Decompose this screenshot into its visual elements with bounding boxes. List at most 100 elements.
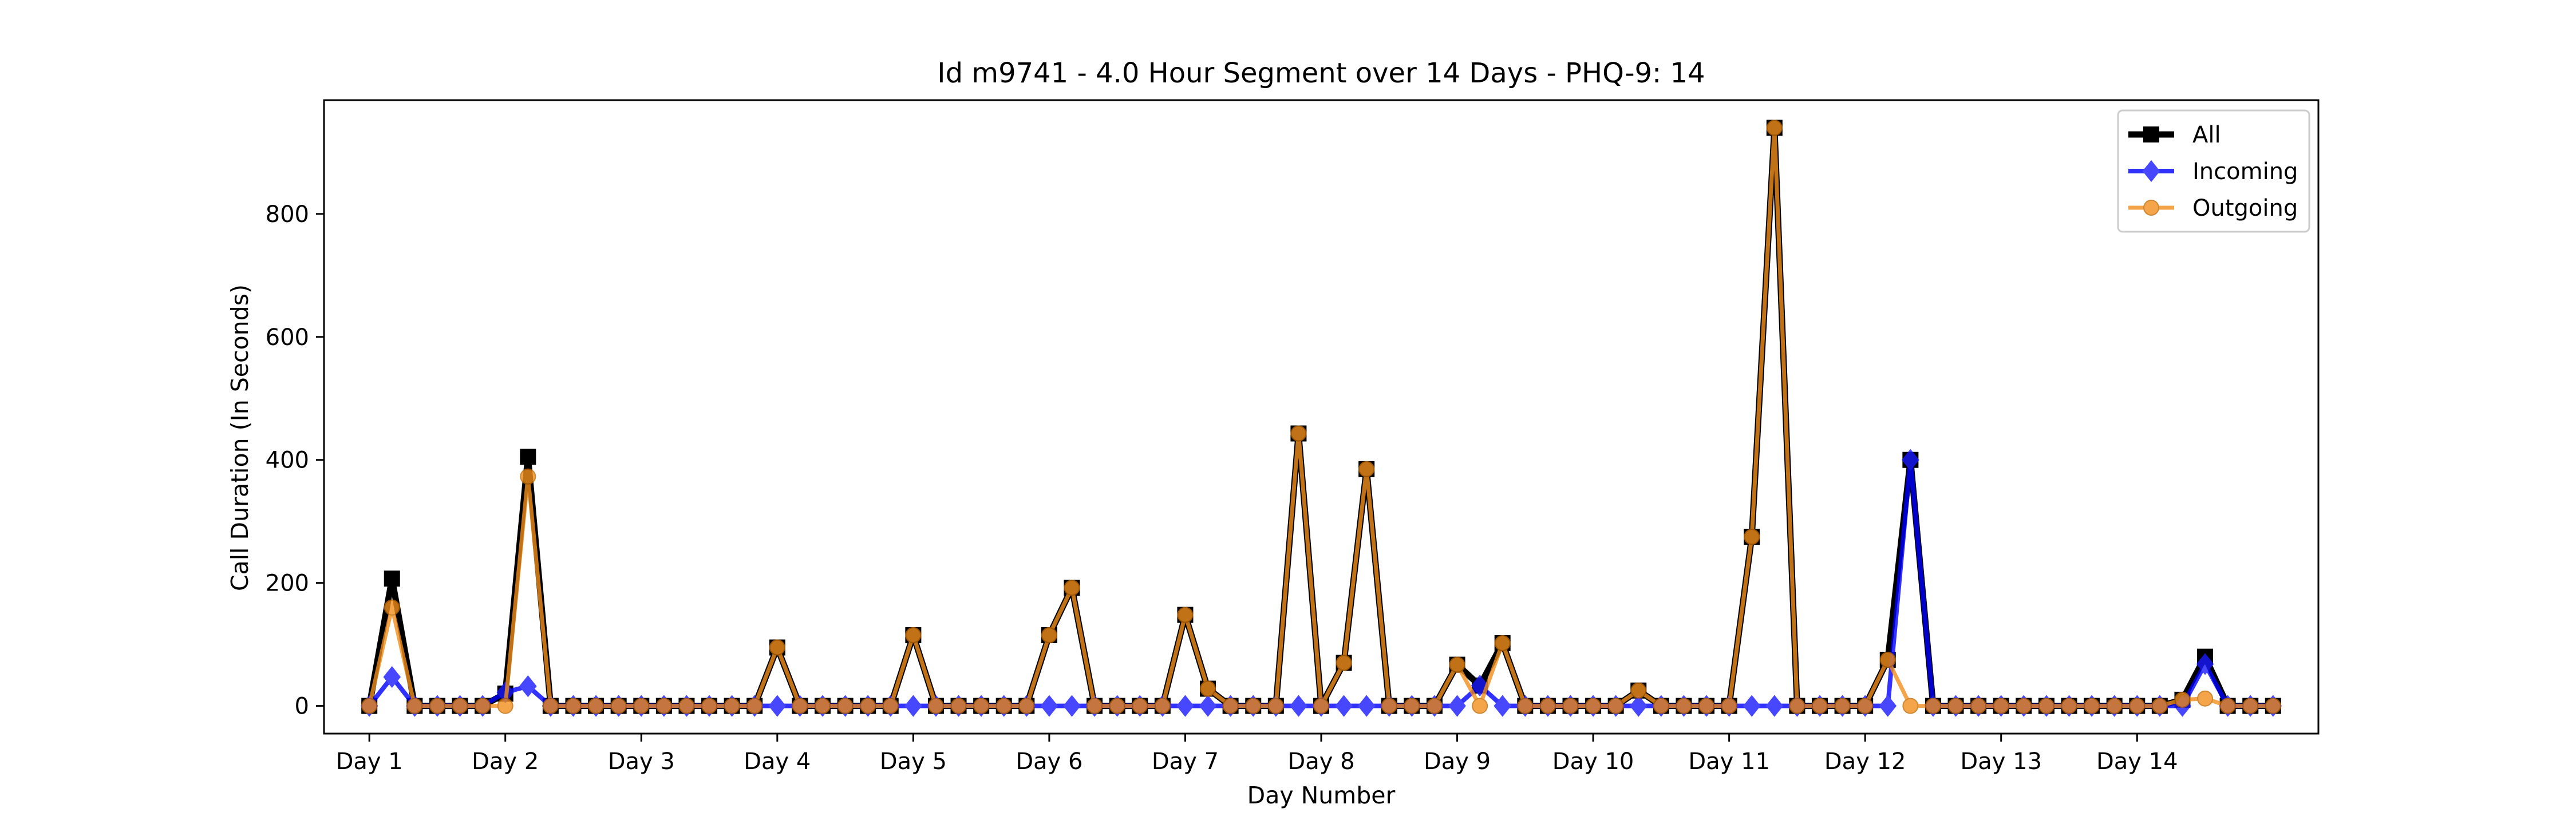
data-point-outgoing: [701, 698, 718, 714]
x-tick-label: Day 7: [1152, 748, 1219, 775]
data-point-outgoing: [1313, 698, 1329, 714]
data-point-outgoing: [1086, 698, 1103, 714]
data-point-outgoing: [1812, 698, 1828, 714]
data-point-outgoing: [1177, 607, 1194, 623]
legend[interactable]: All Incoming Outgoing: [2117, 109, 2310, 233]
data-point-outgoing: [860, 698, 876, 714]
data-point-outgoing: [1562, 698, 1579, 714]
data-point-outgoing: [633, 698, 650, 714]
data-point-incoming: [1448, 695, 1466, 717]
data-point-incoming: [1629, 695, 1647, 717]
data-point-outgoing: [1290, 425, 1307, 442]
data-point-outgoing: [1494, 635, 1511, 652]
data-point-outgoing: [927, 698, 944, 714]
data-point-outgoing: [1200, 680, 1216, 697]
x-tick-label: Day 12: [1824, 748, 1906, 775]
y-tick-label: 800: [266, 201, 309, 228]
data-point-all: [384, 571, 400, 587]
x-tick-label: Day 1: [336, 748, 403, 775]
x-tick-label: Day 11: [1688, 748, 1770, 775]
legend-label-outgoing: Outgoing: [2192, 195, 2298, 221]
data-point-outgoing: [384, 599, 400, 616]
data-point-outgoing: [1132, 698, 1148, 714]
data-point-outgoing: [1154, 698, 1171, 714]
data-point-outgoing: [1449, 656, 1465, 673]
data-point-outgoing: [2242, 698, 2259, 714]
data-point-outgoing: [542, 698, 559, 714]
x-tick-label: Day 8: [1287, 748, 1354, 775]
data-point-outgoing: [1404, 698, 1420, 714]
x-tick-label: Day 14: [2096, 748, 2178, 775]
data-point-outgoing: [1109, 698, 1125, 714]
legend-item-outgoing[interactable]: [2128, 200, 2174, 216]
data-point-outgoing: [1947, 698, 1964, 714]
data-point-outgoing: [2197, 690, 2214, 707]
y-tick-label: 400: [266, 447, 309, 474]
x-tick-label: Day 2: [472, 748, 539, 775]
legend-item-incoming[interactable]: [2128, 160, 2174, 183]
data-point-outgoing: [1472, 698, 1488, 714]
legend-marker-incoming: [2142, 160, 2160, 183]
series-line-all: [366, 124, 2273, 710]
data-point-outgoing: [1539, 698, 1556, 714]
data-point-outgoing: [1245, 698, 1262, 714]
data-point-outgoing: [1018, 698, 1035, 714]
data-point-incoming: [1765, 695, 1784, 717]
legend-label-incoming: Incoming: [2192, 159, 2298, 185]
data-point-outgoing: [2265, 698, 2281, 714]
data-point-all: [520, 449, 536, 465]
data-point-outgoing: [406, 698, 423, 714]
legend-marker-outgoing: [2143, 200, 2159, 216]
data-point-outgoing: [2038, 698, 2055, 714]
data-point-outgoing: [1925, 698, 1941, 714]
chart-title: Id m9741 - 4.0 Hour Segment over 14 Days…: [937, 57, 1705, 89]
data-point-incoming: [904, 695, 922, 717]
y-tick-label: 600: [266, 324, 309, 351]
data-point-outgoing: [724, 698, 740, 714]
x-tick-label: Day 5: [880, 748, 947, 775]
data-point-outgoing: [1041, 627, 1057, 644]
data-point-outgoing: [995, 698, 1012, 714]
legend-item-all[interactable]: [2128, 126, 2174, 142]
data-point-outgoing: [1607, 698, 1624, 714]
data-point-outgoing: [1857, 698, 1874, 714]
data-point-outgoing: [1970, 698, 1987, 714]
data-point-outgoing: [655, 698, 672, 714]
data-point-incoming: [1290, 695, 1307, 717]
data-point-outgoing: [1902, 698, 1919, 714]
x-tick-label: Day 6: [1016, 748, 1082, 775]
data-point-outgoing: [1630, 682, 1647, 699]
data-point-outgoing: [2106, 698, 2123, 714]
data-point-incoming: [1743, 695, 1761, 717]
data-point-outgoing: [1222, 698, 1239, 714]
data-point-outgoing: [429, 698, 445, 714]
x-tick-label: Day 13: [1960, 748, 2042, 775]
data-point-outgoing: [2174, 691, 2191, 708]
data-point-outgoing: [452, 698, 468, 714]
data-point-outgoing: [2084, 698, 2100, 714]
series-outgoing: [361, 120, 2281, 714]
series-line-outgoing: [367, 125, 2273, 708]
x-axis: Day 1 Day 2 Day 3 Day 4 Day 5 Day 6 Day 7 Day 8…: [336, 734, 2178, 775]
data-point-outgoing: [1585, 698, 1602, 714]
x-tick-label: Day 3: [608, 748, 675, 775]
data-point-outgoing: [973, 698, 990, 714]
x-axis-label: Day Number: [1247, 782, 1396, 809]
data-point-outgoing: [746, 698, 763, 714]
data-point-outgoing: [1064, 580, 1080, 596]
data-point-outgoing: [1381, 698, 1397, 714]
data-point-incoming: [519, 675, 537, 698]
data-point-outgoing: [361, 698, 378, 714]
data-point-incoming: [768, 695, 787, 717]
x-tick-label: Day 10: [1552, 748, 1634, 775]
data-point-outgoing: [678, 698, 695, 714]
data-point-incoming: [1040, 695, 1058, 717]
data-point-incoming: [1357, 695, 1376, 717]
data-point-incoming: [1335, 695, 1353, 717]
data-point-incoming: [383, 666, 401, 688]
data-point-outgoing: [1653, 698, 1669, 714]
y-axis-label: Call Duration (In Seconds): [226, 284, 254, 591]
data-point-outgoing: [1993, 698, 2009, 714]
